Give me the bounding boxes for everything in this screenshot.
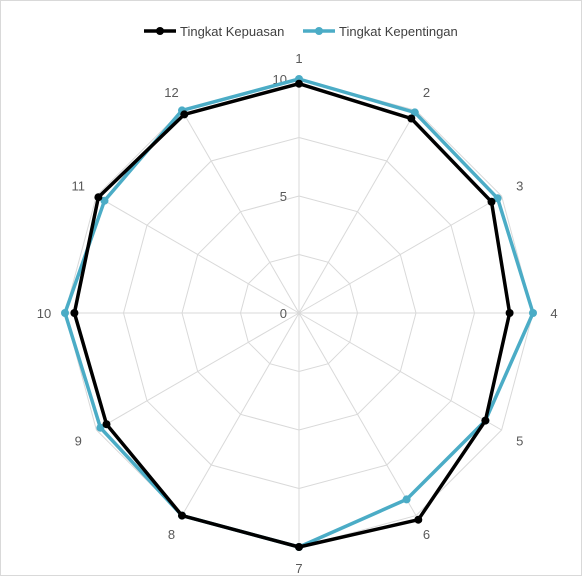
category-label: 1 [295, 51, 302, 66]
grid-spoke [298, 312, 417, 516]
radial-tick-label: 0 [280, 306, 287, 321]
data-point [487, 197, 496, 206]
grid-spoke [96, 195, 300, 314]
data-point [295, 543, 303, 551]
legend-marker-series-1 [156, 27, 164, 35]
category-label: 9 [75, 434, 82, 449]
data-point [481, 416, 490, 425]
data-point [529, 309, 537, 317]
data-point [402, 495, 411, 504]
category-label: 7 [295, 561, 302, 575]
category-label: 4 [550, 306, 557, 321]
legend-marker-series-2 [315, 27, 323, 35]
grid-spoke [181, 312, 300, 516]
category-label: 3 [516, 179, 523, 194]
grid-spoke [298, 312, 502, 431]
legend-item-series-2: Tingkat Kepentingan [303, 24, 458, 39]
data-point [493, 194, 502, 203]
category-label: 8 [168, 527, 175, 542]
category-label: 11 [71, 179, 85, 194]
category-label: 10 [37, 306, 51, 321]
grid-spoke [181, 110, 300, 314]
data-point [96, 423, 105, 432]
data-point [295, 79, 303, 88]
data-point [505, 309, 514, 317]
data-point [70, 309, 79, 317]
category-label: 12 [164, 85, 178, 100]
radial-tick-label: 5 [280, 189, 287, 204]
grid-spoke [96, 312, 300, 431]
series-1 [70, 79, 514, 551]
data-point [410, 108, 419, 117]
legend-label-series-2: Tingkat Kepentingan [339, 24, 458, 39]
data-point [102, 420, 111, 429]
category-label: 6 [423, 527, 430, 542]
category-label: 5 [516, 434, 523, 449]
data-point [180, 110, 189, 119]
grid-spoke [298, 110, 417, 314]
radar-grid [64, 78, 534, 548]
data-point [178, 511, 186, 520]
grid-spoke [298, 195, 502, 314]
data-point [61, 309, 69, 317]
data-point [94, 193, 103, 202]
data-point [414, 515, 423, 524]
data-point [407, 114, 416, 123]
series-layer [61, 75, 537, 551]
legend-item-series-1: Tingkat Kepuasan [144, 24, 284, 39]
category-label: 2 [423, 85, 430, 100]
legend: Tingkat Kepuasan Tingkat Kepentingan [144, 24, 458, 39]
legend-label-series-1: Tingkat Kepuasan [180, 24, 284, 39]
data-point [100, 196, 109, 205]
